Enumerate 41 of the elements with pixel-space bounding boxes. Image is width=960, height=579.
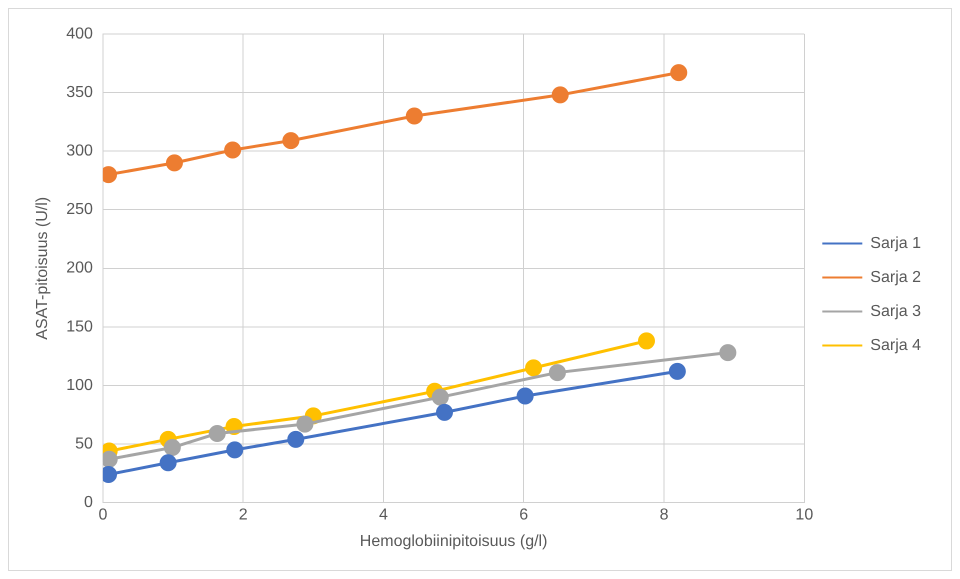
legend-label: Sarja 1 — [870, 234, 922, 252]
point — [719, 344, 736, 362]
legend-label: Sarja 2 — [870, 268, 922, 286]
x-tick-label: 0 — [98, 506, 108, 524]
point — [436, 404, 453, 421]
y-tick-label: 200 — [66, 260, 93, 277]
y-tick-label: 400 — [66, 25, 93, 42]
point — [525, 359, 542, 376]
point — [164, 439, 181, 456]
y-tick-label: 350 — [66, 84, 93, 101]
point — [160, 454, 177, 472]
y-tick-label: 0 — [84, 494, 93, 512]
y-tick-label: 100 — [66, 376, 93, 394]
point — [287, 430, 304, 448]
point — [406, 108, 423, 125]
y-tick-label: 250 — [66, 201, 93, 218]
point — [296, 416, 314, 433]
point — [548, 364, 566, 382]
point — [208, 424, 226, 442]
legend-label: Sarja 3 — [870, 302, 922, 320]
point — [224, 141, 242, 158]
point — [638, 332, 655, 350]
y-tick-label: 50 — [75, 435, 93, 452]
x-tick-label: 6 — [519, 506, 528, 524]
point — [282, 132, 300, 150]
point — [166, 154, 183, 172]
x-tick-label: 10 — [795, 506, 814, 524]
point — [226, 441, 244, 458]
point — [670, 64, 688, 82]
y-tick-label: 150 — [66, 318, 93, 336]
x-axis-title: Hemoglobiinipitoisuus (g/l) — [360, 532, 548, 550]
y-tick-label: 300 — [66, 142, 93, 160]
legend-label: Sarja 4 — [870, 336, 922, 354]
x-tick-label: 2 — [238, 506, 248, 524]
point — [552, 86, 569, 104]
point — [432, 388, 449, 406]
point — [516, 387, 534, 404]
y-axis-title: ASAT-pitoisuus (U/l) — [34, 196, 52, 340]
x-tick-label: 4 — [379, 506, 388, 524]
point — [668, 362, 686, 380]
x-tick-label: 8 — [660, 506, 669, 524]
